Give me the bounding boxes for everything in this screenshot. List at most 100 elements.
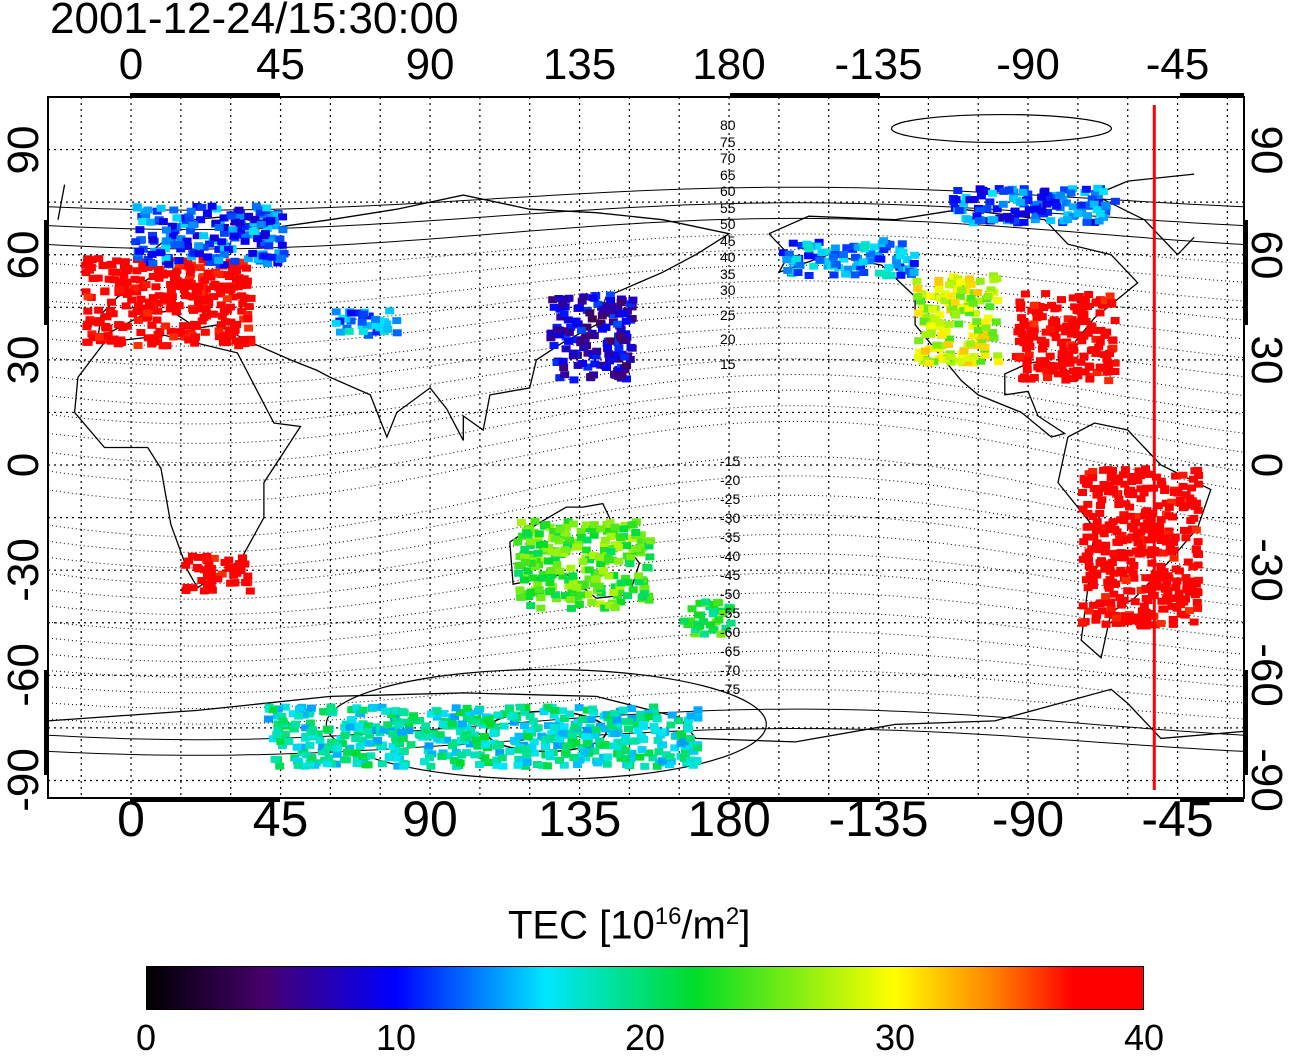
tec-cell <box>1141 508 1150 516</box>
tec-cell <box>1102 328 1112 336</box>
tec-cell <box>616 538 626 546</box>
tec-cell <box>910 251 920 259</box>
tec-cell <box>225 258 235 266</box>
tec-cell <box>1147 584 1157 592</box>
tec-cell <box>640 762 650 770</box>
tec-cell <box>1051 334 1061 341</box>
tec-cell <box>1038 361 1048 369</box>
latitude-tick-right: -90 <box>1242 748 1291 813</box>
tec-cell <box>574 704 584 712</box>
tec-cell <box>345 744 355 752</box>
tec-cell <box>909 269 919 276</box>
tec-cell <box>604 572 614 580</box>
tec-cell <box>999 187 1009 195</box>
tec-cell <box>1095 600 1105 608</box>
tec-cell <box>1098 301 1108 309</box>
tec-cell <box>358 706 368 714</box>
tec-cell <box>609 572 619 579</box>
tec-cell <box>1083 329 1093 337</box>
tec-cell <box>525 542 535 549</box>
tec-cell <box>88 318 98 326</box>
tec-cell <box>1029 374 1039 381</box>
tec-cell <box>610 523 620 531</box>
tec-cell <box>579 293 589 301</box>
tec-cell <box>135 276 145 284</box>
tec-cell <box>686 712 696 720</box>
tec-cell <box>567 604 576 612</box>
tec-cell <box>262 225 272 233</box>
tec-cell <box>293 757 302 765</box>
tec-cell <box>605 601 615 609</box>
tec-cell <box>1095 309 1105 317</box>
tec-cell <box>451 704 461 712</box>
tec-cell <box>222 339 232 347</box>
tec-cell <box>559 310 569 318</box>
tec-cell <box>227 563 237 571</box>
tec-cell <box>457 751 467 759</box>
tec-cell <box>203 566 213 574</box>
tec-cell <box>920 347 930 355</box>
tec-cell <box>304 710 314 718</box>
tec-cell <box>1140 526 1150 534</box>
tec-cell <box>176 235 186 243</box>
latitude-tick-left: 0 <box>0 452 48 478</box>
tec-cell <box>193 288 203 296</box>
tec-cell <box>1175 496 1185 504</box>
tec-cell <box>588 294 598 302</box>
tec-cell <box>1189 475 1198 483</box>
tec-cell <box>621 317 631 325</box>
tec-cell <box>545 579 555 587</box>
tec-cell <box>679 617 689 625</box>
tec-cell <box>170 241 180 249</box>
tec-cell <box>665 753 675 761</box>
tec-cell <box>1135 617 1145 625</box>
tec-cell <box>544 557 553 565</box>
latitude-tick-left: -90 <box>0 748 48 813</box>
tec-cell <box>856 263 866 271</box>
latitude-tick-left: -30 <box>0 538 48 602</box>
tec-cell <box>1061 328 1071 336</box>
tec-cell <box>1081 576 1091 584</box>
tec-cell <box>1037 207 1047 215</box>
tec-cell <box>1108 344 1118 352</box>
tec-cell <box>1138 607 1148 615</box>
tec-cell <box>981 318 991 326</box>
tec-cell <box>972 212 982 220</box>
tec-cell <box>399 718 409 726</box>
tec-cell <box>194 242 204 250</box>
tec-cell <box>552 549 562 557</box>
tec-cell <box>560 546 570 554</box>
tec-cell <box>138 258 148 266</box>
tec-cell <box>1120 466 1130 474</box>
tec-cell <box>1171 584 1181 592</box>
tec-cell <box>444 752 454 760</box>
tec-cell <box>576 528 586 535</box>
tec-cell <box>203 269 213 277</box>
mag-pole-contour <box>325 668 767 780</box>
tec-cell <box>555 567 565 575</box>
tec-cell <box>394 721 404 729</box>
mag-lat-label: 45 <box>720 232 736 249</box>
tec-cell <box>384 754 394 762</box>
tec-cell <box>332 744 342 752</box>
tec-cell <box>1054 324 1064 332</box>
tec-cell <box>1015 352 1025 360</box>
longitude-tick-bottom: -90 <box>991 791 1065 847</box>
tec-cell <box>1038 342 1048 350</box>
mag-contour <box>47 494 1245 569</box>
tec-cell <box>624 717 634 725</box>
tec-cell <box>223 283 233 291</box>
tec-cell <box>429 730 439 737</box>
tec-cell <box>992 205 1002 213</box>
tec-cell <box>916 297 926 305</box>
tec-cell <box>1193 538 1203 546</box>
tec-cell <box>563 518 573 526</box>
tec-cell <box>382 320 392 328</box>
tec-cell <box>1045 325 1055 333</box>
tec-cell <box>467 732 477 740</box>
tec-cell <box>166 287 176 295</box>
tec-cell <box>578 558 588 566</box>
tec-cell <box>1131 547 1141 555</box>
latitude-tick-left: -60 <box>0 643 48 708</box>
tec-cell <box>462 704 472 712</box>
